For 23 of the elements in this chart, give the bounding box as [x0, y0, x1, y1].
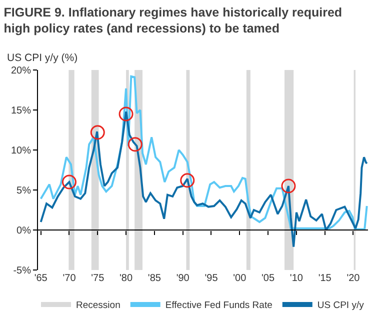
- y-tick-label: 10%: [10, 146, 32, 156]
- x-tick-label: '95: [204, 273, 218, 284]
- x-tick-label: '65: [34, 273, 48, 284]
- x-tick-label: '80: [120, 273, 133, 284]
- x-tick-label: '20: [346, 273, 360, 284]
- legend-label: US CPI y/y: [317, 300, 364, 312]
- y-tick-label: -5%: [13, 266, 32, 276]
- y-tick-label: 20%: [10, 66, 32, 76]
- x-tick-label: '10: [290, 273, 304, 284]
- y-tick-label: 15%: [10, 106, 32, 116]
- x-tick-label: '70: [62, 273, 76, 284]
- legend-label: Effective Fed Funds Rate: [165, 300, 272, 312]
- y-tick-label: 0%: [16, 226, 32, 236]
- x-tick-label: '85: [148, 273, 162, 284]
- y-tick-label: 5%: [16, 186, 32, 196]
- legend-label: Recession: [76, 300, 120, 312]
- x-tick-label: '75: [91, 273, 105, 284]
- x-tick-label: '15: [318, 273, 332, 284]
- x-tick-label: '90: [176, 273, 190, 284]
- x-tick-label: '00: [233, 273, 247, 284]
- y-axis-title: US CPI y/y (%): [7, 52, 78, 64]
- chart-title: FIGURE 9. Inflationary regimes have historically required high policy rates (and recessions) to be tamed: [4, 5, 342, 36]
- x-tick-label: '05: [262, 273, 275, 284]
